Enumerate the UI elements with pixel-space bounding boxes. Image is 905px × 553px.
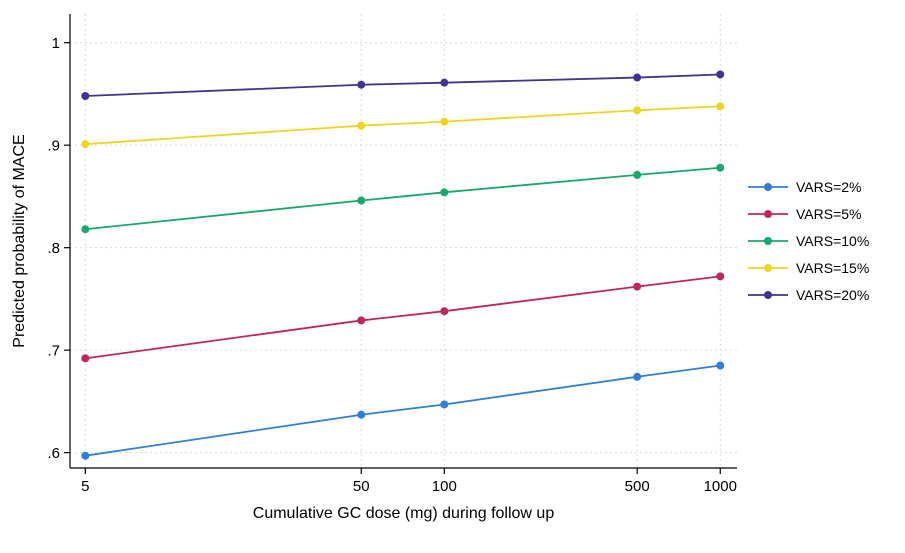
legend-entry: VARS=10% [748,233,869,249]
legend-entry: VARS=2% [748,179,862,195]
legend-marker [764,210,772,218]
data-point-marker [440,78,449,87]
legend-marker [764,237,772,245]
data-point-marker [440,307,449,316]
y-tick-label: .8 [47,240,60,257]
data-point-marker [716,272,725,281]
data-point-marker [716,70,725,79]
data-point-marker [81,140,90,149]
data-point-marker [357,410,366,419]
data-point-marker [716,102,725,111]
x-tick-label: 5 [81,478,89,495]
legend: VARS=2% VARS=5% VARS=10% VARS=15% VARS=20% [748,179,869,303]
data-point-marker [81,225,90,234]
data-point-marker [716,361,725,370]
legend-marker [764,264,772,272]
legend-entry: VARS=15% [748,260,869,276]
data-point-marker [633,282,642,291]
legend-label: VARS=10% [796,233,869,249]
series-line-VARS=10% [85,166,721,231]
y-tick-label: .6 [47,445,60,462]
x-tick-label: 100 [432,478,457,495]
y-axis-title: Predicted probability of MACE [11,134,28,347]
data-point-marker [357,121,366,130]
data-point-marker [440,117,449,126]
y-tick-label: .7 [47,342,60,359]
data-point-marker [357,196,366,205]
legend-label: VARS=20% [796,287,869,303]
data-point-marker [716,163,725,172]
legend-label: VARS=5% [796,206,862,222]
data-point-marker [81,451,90,460]
legend-label: VARS=15% [796,260,869,276]
data-point-marker [440,188,449,197]
x-axis-title: Cumulative GC dose (mg) during follow up [253,505,555,522]
series-line-VARS=15% [85,105,721,146]
x-tick-label: 50 [353,478,370,495]
data-point-marker [633,106,642,115]
x-tick-label: 1000 [704,478,737,495]
data-point-marker [440,400,449,409]
y-tick-label: 1 [52,35,60,52]
data-point-marker [633,372,642,381]
legend-entry: VARS=5% [748,206,862,222]
data-point-marker [357,316,366,325]
data-point-marker [633,170,642,179]
data-point-marker [81,91,90,100]
legend-entry: VARS=20% [748,287,869,303]
legend-marker [764,183,772,191]
data-point-marker [81,354,90,363]
legend-label: VARS=2% [796,179,862,195]
data-point-marker [357,80,366,89]
x-tick-label: 500 [625,478,650,495]
legend-marker [764,291,772,299]
series-line-VARS=5% [85,275,721,360]
y-tick-label: .9 [47,137,60,154]
series-line-VARS=2% [85,364,721,457]
data-point-marker [633,73,642,82]
series-line-VARS=20% [85,73,721,97]
